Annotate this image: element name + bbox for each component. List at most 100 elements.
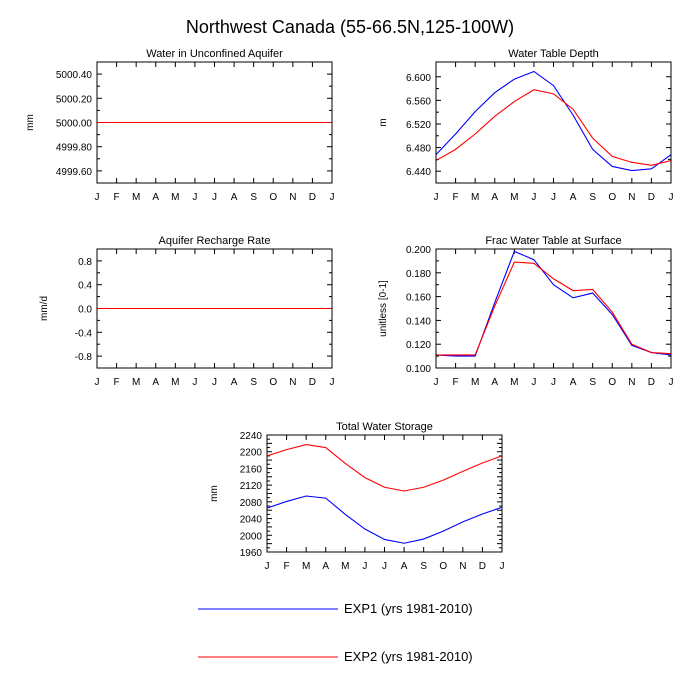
x-tick-label: A — [491, 192, 498, 203]
plot-frame — [435, 61, 672, 184]
x-tick-label: D — [309, 377, 316, 388]
y-tick-label: 0.120 — [406, 340, 431, 351]
y-axis-label: mm — [209, 485, 220, 502]
plot-frame — [435, 248, 672, 369]
x-tick-label: M — [171, 377, 179, 388]
x-tick-label: O — [269, 377, 277, 388]
x-tick-label: J — [265, 561, 270, 572]
series-line-exp2 — [435, 89, 672, 166]
x-tick-label: N — [628, 377, 635, 388]
y-axis-label: unitless [0-1] — [378, 280, 389, 337]
panel-frac-water-table-at-surface: Frac Water Table at Surface J F M A M J J A S O N D J… — [378, 235, 674, 388]
x-tick-label: J — [434, 192, 439, 203]
x-tick-label: O — [608, 192, 616, 203]
plot-frame — [96, 61, 333, 184]
x-tick-label: J — [382, 561, 387, 572]
y-tick-label: 2160 — [240, 464, 263, 475]
legend-label-exp1: EXP1 (yrs 1981-2010) — [344, 601, 473, 616]
x-tick-label: S — [589, 377, 596, 388]
series-line-exp2 — [436, 261, 672, 356]
y-tick-label: 0.0 — [78, 305, 92, 316]
x-tick-label: O — [439, 561, 447, 572]
x-tick-label: D — [309, 192, 316, 203]
x-tick-label: M — [510, 192, 518, 203]
x-tick-label: M — [132, 192, 140, 203]
y-tick-label: 0.100 — [406, 364, 431, 375]
y-tick-label: 6.560 — [406, 96, 431, 107]
y-axis-label: m — [378, 118, 389, 126]
y-tick-label: 0.180 — [406, 269, 431, 280]
y-tick-label: 5000.00 — [56, 119, 93, 130]
x-tick-label: J — [95, 192, 100, 203]
x-tick-label: J — [531, 377, 536, 388]
panel-water-table-depth: Water Table Depth J F M A M J J A S O N D J 6.440 6.480… — [378, 48, 674, 203]
y-tick-label: 4999.80 — [56, 143, 93, 154]
plot-frame — [96, 248, 333, 369]
x-tick-label: J — [212, 377, 217, 388]
panel-title: Frac Water Table at Surface — [485, 235, 621, 247]
x-tick-label: A — [401, 561, 408, 572]
y-tick-label: 2200 — [240, 448, 263, 459]
y-tick-label: 6.480 — [406, 144, 431, 155]
series-line-exp1 — [435, 70, 672, 172]
x-tick-label: S — [420, 561, 427, 572]
x-tick-label: M — [341, 561, 349, 572]
x-tick-label: F — [453, 377, 459, 388]
x-tick-label: F — [114, 192, 120, 203]
y-tick-label: 6.440 — [406, 167, 431, 178]
y-tick-label: 2120 — [240, 481, 263, 492]
x-tick-label: J — [551, 192, 556, 203]
x-tick-label: J — [551, 377, 556, 388]
series-line-exp2 — [266, 444, 503, 492]
x-tick-label: S — [589, 192, 596, 203]
y-axis-label: mm — [25, 114, 36, 131]
y-tick-label: 6.600 — [406, 73, 431, 84]
series-line-exp1 — [435, 250, 672, 357]
x-tick-label: M — [132, 377, 140, 388]
x-tick-label: J — [500, 561, 505, 572]
x-tick-label: A — [322, 561, 329, 572]
x-tick-label: J — [362, 561, 367, 572]
x-tick-label: M — [471, 377, 479, 388]
x-tick-label: S — [250, 377, 257, 388]
x-tick-label: M — [471, 192, 479, 203]
x-tick-label: F — [114, 377, 120, 388]
series-line-exp1 — [266, 495, 503, 544]
legend-label-exp2: EXP2 (yrs 1981-2010) — [344, 649, 473, 664]
x-tick-label: J — [212, 192, 217, 203]
x-tick-label: D — [648, 377, 655, 388]
y-tick-label: 0.160 — [406, 293, 431, 304]
y-tick-label: 0.4 — [78, 281, 92, 292]
x-tick-label: M — [510, 377, 518, 388]
x-tick-label: S — [250, 192, 257, 203]
panel-title: Water in Unconfined Aquifer — [146, 48, 283, 60]
panel-title: Total Water Storage — [336, 421, 433, 433]
y-tick-label: 2240 — [240, 431, 263, 442]
panel-water-in-unconfined-aquifer: Water in Unconfined Aquifer J F M A M J J A S O N D J… — [25, 48, 335, 203]
y-tick-label: 0.200 — [406, 245, 431, 256]
y-tick-label: 2040 — [240, 515, 263, 526]
x-tick-label: N — [628, 192, 635, 203]
x-tick-label: A — [570, 192, 577, 203]
x-tick-label: D — [648, 192, 655, 203]
y-tick-label: 1960 — [240, 548, 263, 559]
x-tick-label: J — [669, 377, 674, 388]
x-tick-label: J — [531, 192, 536, 203]
x-tick-label: D — [479, 561, 486, 572]
x-tick-label: N — [459, 561, 466, 572]
x-tick-label: M — [302, 561, 310, 572]
panel-title: Aquifer Recharge Rate — [159, 235, 271, 247]
x-tick-label: N — [289, 377, 296, 388]
legend: EXP1 (yrs 1981-2010) EXP2 (yrs 1981-2010… — [198, 601, 473, 664]
y-tick-label: 0.8 — [78, 257, 92, 268]
x-tick-label: A — [152, 192, 159, 203]
x-tick-label: J — [95, 377, 100, 388]
y-tick-label: -0.4 — [75, 328, 93, 339]
y-tick-label: 2080 — [240, 498, 263, 509]
x-tick-label: A — [231, 192, 238, 203]
x-tick-label: A — [231, 377, 238, 388]
x-tick-label: J — [434, 377, 439, 388]
plot-frame — [266, 434, 503, 553]
x-tick-label: A — [570, 377, 577, 388]
